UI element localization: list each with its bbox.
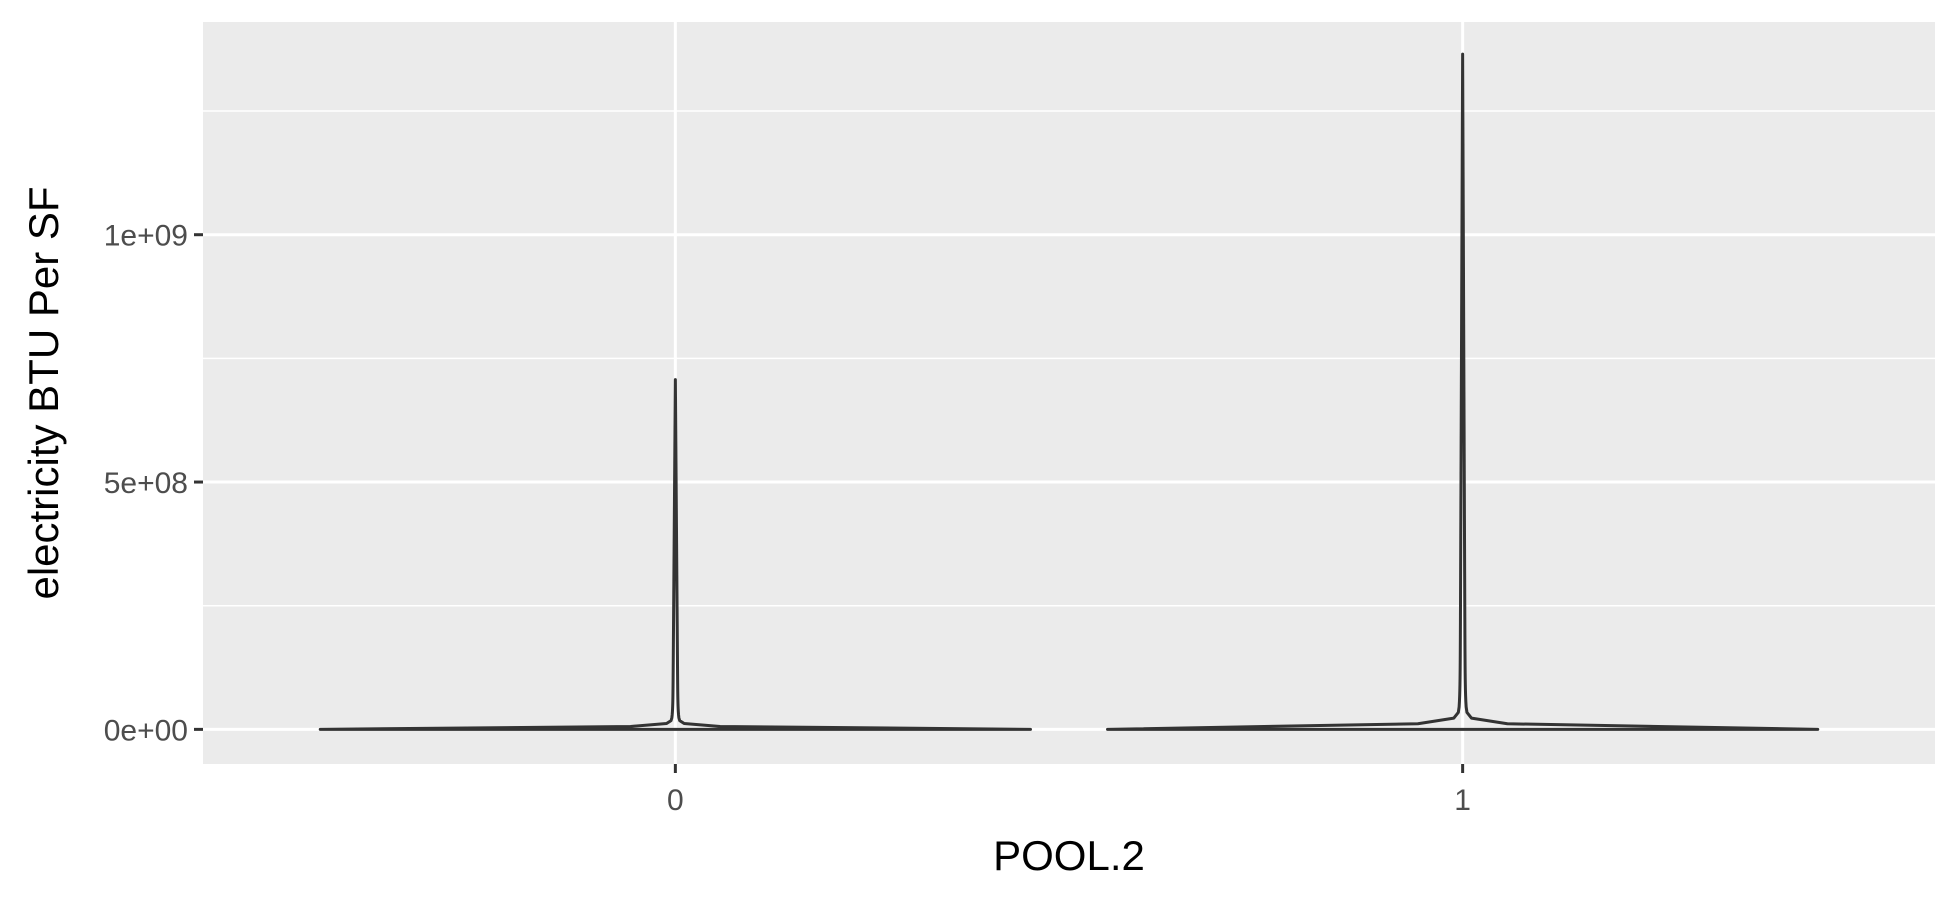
violin-1	[1106, 52, 1820, 731]
y-axis: 0e+00 5e+08 1e+09	[104, 220, 203, 747]
y-tick-label: 5e+08	[104, 467, 188, 500]
y-tick-label: 0e+00	[104, 714, 188, 747]
violins	[318, 52, 1820, 731]
y-tick-label: 1e+09	[104, 220, 188, 253]
x-tick-label: 1	[1454, 784, 1471, 817]
plot-panel	[203, 22, 1935, 764]
violin-0	[318, 378, 1032, 731]
x-axis-title: POOL.2	[993, 832, 1145, 879]
minor-gridlines	[203, 110, 1935, 607]
y-axis-title: electricity BTU Per SF	[20, 186, 67, 599]
x-tick-label: 0	[667, 784, 684, 817]
